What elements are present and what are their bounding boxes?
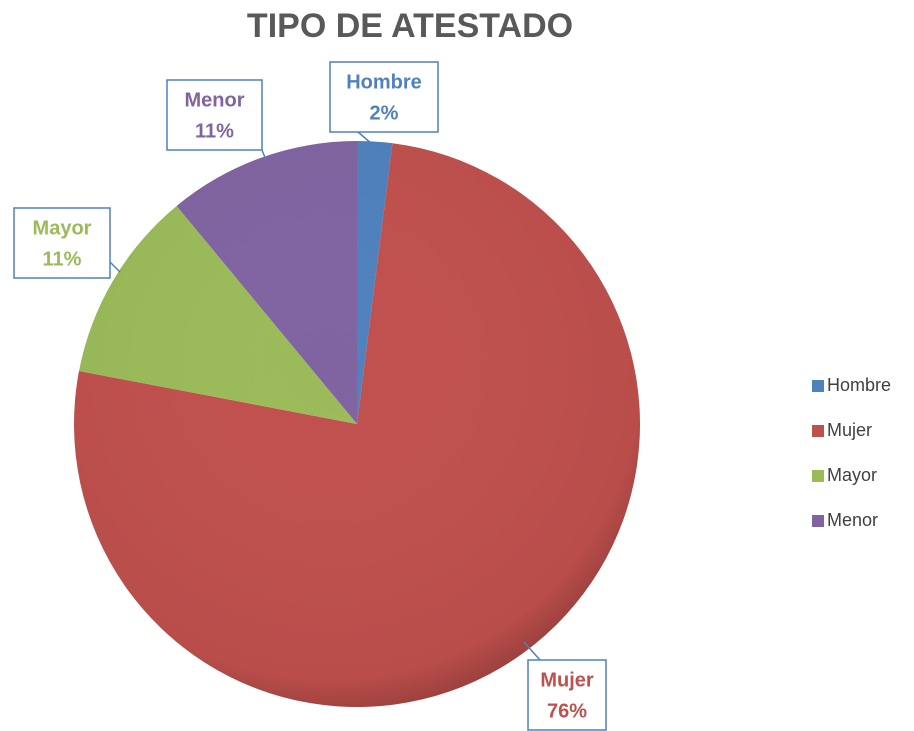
- callout-box: [527, 659, 607, 731]
- legend-label: Mujer: [827, 420, 872, 440]
- callout-line: [109, 261, 121, 273]
- callout-box: [329, 61, 439, 133]
- data-label-value: 2%: [370, 102, 399, 124]
- data-label-name: Hombre: [346, 71, 422, 93]
- legend-swatch: [812, 425, 824, 437]
- callout-line: [261, 149, 267, 161]
- data-label-name: Mayor: [33, 217, 92, 239]
- legend-swatch: [812, 470, 824, 482]
- legend-label: Hombre: [827, 375, 891, 395]
- legend-label: Mayor: [827, 465, 877, 485]
- callout-line: [357, 131, 373, 145]
- data-label-name: Mujer: [540, 669, 594, 691]
- callout-line: [523, 641, 541, 661]
- callout-box: [166, 79, 263, 151]
- legend-label: Menor: [827, 510, 878, 530]
- legend-swatch: [812, 515, 824, 527]
- data-label-value: 11%: [43, 248, 82, 270]
- legend-swatch: [812, 380, 824, 392]
- data-label-name: Menor: [185, 89, 245, 111]
- chart-title: TIPO DE ATESTADO: [247, 7, 573, 45]
- data-label-value: 76%: [547, 700, 587, 722]
- data-label-value: 11%: [195, 120, 234, 142]
- callout-box: [13, 207, 111, 279]
